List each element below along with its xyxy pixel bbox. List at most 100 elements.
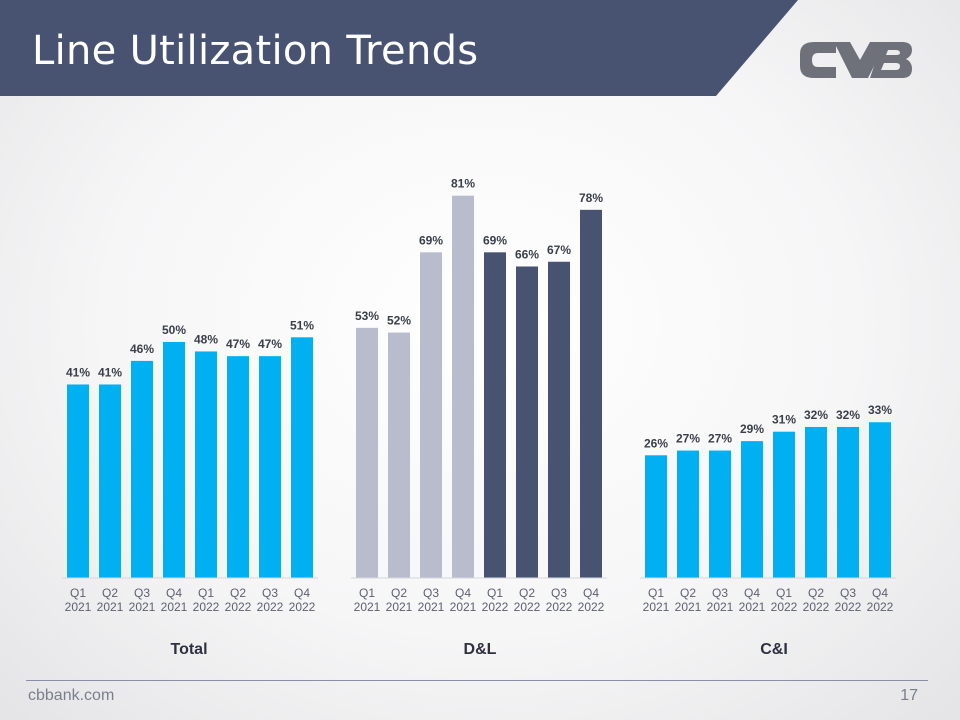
d-l-tick-year-3: 2021 [418, 600, 445, 614]
c-i-data-label-1: 26% [644, 436, 668, 450]
total-tick-quarter-4: Q4 [166, 586, 182, 600]
c-i-data-label-3: 27% [708, 432, 732, 446]
c-i-data-label-5: 31% [772, 413, 796, 427]
total-data-label-4: 50% [162, 323, 186, 337]
d-l-tick-year-4: 2021 [450, 600, 477, 614]
c-i-data-label-4: 29% [740, 422, 764, 436]
total-tick-quarter-5: Q1 [198, 586, 214, 600]
d-l-data-label-8: 78% [579, 191, 603, 205]
total-bar-1 [67, 384, 89, 578]
d-l-tick-quarter-7: Q3 [551, 586, 567, 600]
total-data-label-7: 47% [258, 337, 282, 351]
c-i-tick-year-7: 2022 [835, 600, 862, 614]
d-l-data-label-4: 81% [451, 177, 475, 191]
c-i-tick-year-4: 2021 [739, 600, 766, 614]
c-i-chart-title: C&I [760, 641, 788, 658]
total-bar-2 [99, 384, 121, 578]
d-l-tick-quarter-8: Q4 [583, 586, 599, 600]
c-i-tick-year-3: 2021 [707, 600, 734, 614]
c-i-data-label-2: 27% [676, 432, 700, 446]
total-tick-year-5: 2022 [193, 600, 220, 614]
d-l-bar-5 [484, 252, 506, 578]
c-i-tick-year-2: 2021 [675, 600, 702, 614]
c-i-tick-quarter-4: Q4 [744, 586, 760, 600]
d-l-tick-quarter-4: Q4 [455, 586, 471, 600]
footer-website: cbbank.com [28, 687, 115, 704]
total-tick-year-8: 2022 [289, 600, 316, 614]
d-l-bar-1 [356, 327, 378, 578]
d-l-bar-6 [516, 266, 538, 578]
total-tick-quarter-3: Q3 [134, 586, 150, 600]
c-i-bar-3 [709, 450, 731, 578]
c-i-tick-quarter-1: Q1 [648, 586, 664, 600]
c-i-bar-4 [741, 441, 763, 578]
d-l-tick-year-5: 2022 [482, 600, 509, 614]
total-chart-title: Total [170, 641, 207, 658]
c-i-tick-quarter-6: Q2 [808, 586, 824, 600]
d-l-data-label-3: 69% [419, 233, 443, 247]
c-i-tick-year-1: 2021 [643, 600, 670, 614]
d-l-tick-year-2: 2021 [386, 600, 413, 614]
d-l-tick-year-6: 2022 [514, 600, 541, 614]
title-banner [0, 0, 798, 96]
d-l-data-label-6: 66% [515, 247, 539, 261]
total-bar-5 [195, 351, 217, 578]
c-i-tick-year-8: 2022 [867, 600, 894, 614]
d-l-bar-3 [420, 252, 442, 578]
total-tick-year-1: 2021 [65, 600, 92, 614]
total-tick-quarter-7: Q3 [262, 586, 278, 600]
d-l-tick-year-1: 2021 [354, 600, 381, 614]
d-l-data-label-5: 69% [483, 233, 507, 247]
total-tick-quarter-6: Q2 [230, 586, 246, 600]
d-l-bar-8 [580, 209, 602, 578]
footer-divider [26, 680, 928, 681]
total-bar-4 [163, 342, 185, 578]
d-l-chart-title: D&L [464, 641, 497, 658]
d-l-tick-quarter-5: Q1 [487, 586, 503, 600]
c-i-bar-8 [869, 422, 891, 578]
d-l-tick-quarter-2: Q2 [391, 586, 407, 600]
total-data-label-8: 51% [290, 318, 314, 332]
c-i-tick-quarter-3: Q3 [712, 586, 728, 600]
total-data-label-5: 48% [194, 332, 218, 346]
total-tick-year-6: 2022 [225, 600, 252, 614]
d-l-tick-quarter-3: Q3 [423, 586, 439, 600]
total-data-label-6: 47% [226, 337, 250, 351]
d-l-tick-quarter-6: Q2 [519, 586, 535, 600]
d-l-tick-year-8: 2022 [578, 600, 605, 614]
c-i-tick-year-5: 2022 [771, 600, 798, 614]
total-tick-quarter-1: Q1 [70, 586, 86, 600]
c-i-tick-quarter-7: Q3 [840, 586, 856, 600]
d-l-bar-2 [388, 332, 410, 578]
c-i-tick-year-6: 2022 [803, 600, 830, 614]
d-l-data-label-1: 53% [355, 309, 379, 323]
c-i-data-label-7: 32% [836, 408, 860, 422]
d-l-data-label-7: 67% [547, 243, 571, 257]
total-data-label-3: 46% [130, 342, 154, 356]
d-l-tick-quarter-1: Q1 [359, 586, 375, 600]
page-number: 17 [900, 687, 918, 704]
d-l-tick-year-7: 2022 [546, 600, 573, 614]
total-tick-quarter-2: Q2 [102, 586, 118, 600]
total-tick-year-3: 2021 [129, 600, 156, 614]
c-i-bar-6 [805, 426, 827, 578]
cvb-logo [800, 42, 912, 78]
c-i-bar-2 [677, 450, 699, 578]
page-title: Line Utilization Trends [32, 28, 479, 74]
c-i-bar-1 [645, 455, 667, 578]
total-tick-quarter-8: Q4 [294, 586, 310, 600]
total-data-label-2: 41% [98, 365, 122, 379]
c-i-tick-quarter-8: Q4 [872, 586, 888, 600]
total-bar-3 [131, 360, 153, 578]
c-i-bar-5 [773, 431, 795, 578]
total-tick-year-2: 2021 [97, 600, 124, 614]
c-i-data-label-8: 33% [868, 403, 892, 417]
d-l-bar-4 [452, 195, 474, 578]
c-i-bar-7 [837, 426, 859, 578]
d-l-bar-7 [548, 261, 570, 578]
total-bar-8 [291, 337, 313, 578]
total-bar-7 [259, 356, 281, 578]
c-i-tick-quarter-2: Q2 [680, 586, 696, 600]
c-i-tick-quarter-5: Q1 [776, 586, 792, 600]
